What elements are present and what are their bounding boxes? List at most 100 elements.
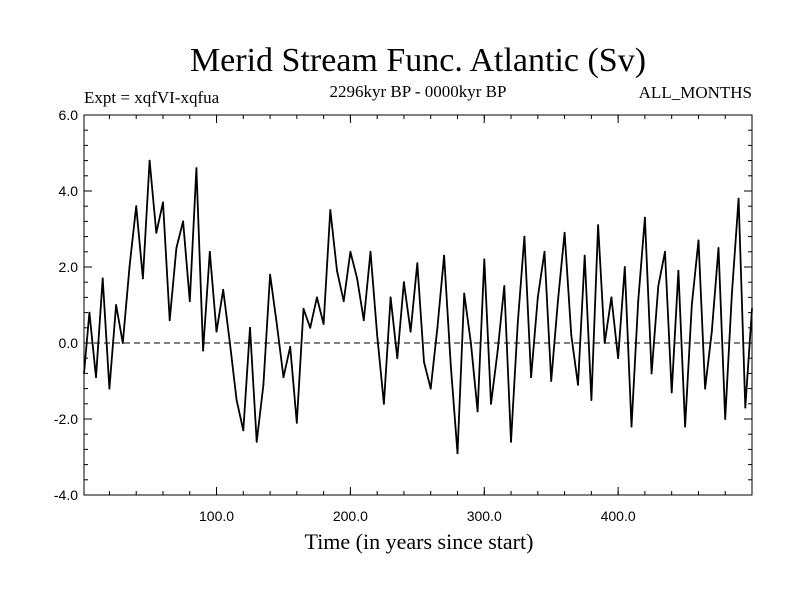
data-point — [650, 372, 653, 375]
data-point — [88, 311, 91, 314]
data-point — [556, 300, 559, 303]
data-point — [222, 288, 225, 291]
data-point — [83, 372, 85, 375]
data-point — [717, 247, 720, 249]
data-point — [657, 285, 660, 287]
data-point — [496, 349, 499, 352]
data-point — [208, 250, 211, 253]
data-point — [262, 383, 265, 386]
y-tick-label: -4.0 — [54, 487, 78, 503]
data-point — [188, 300, 191, 303]
data-point — [148, 159, 151, 162]
data-point — [630, 425, 633, 428]
data-point — [463, 292, 466, 295]
data-point — [309, 326, 312, 329]
data-point — [644, 216, 646, 219]
data-point — [603, 342, 606, 344]
data-point — [101, 277, 104, 280]
data-point — [469, 342, 472, 344]
data-point — [275, 323, 278, 325]
data-point — [128, 266, 131, 268]
x-axis-label: Time (in years since start) — [305, 529, 534, 554]
data-point — [610, 296, 613, 299]
data-point — [95, 376, 97, 379]
data-point — [175, 247, 178, 249]
data-point — [416, 262, 419, 265]
data-point — [295, 421, 298, 424]
data-point — [229, 342, 231, 344]
data-point — [376, 334, 379, 337]
data-point — [449, 364, 452, 367]
data-point — [670, 391, 673, 394]
data-point — [362, 319, 365, 322]
data-point — [168, 319, 171, 322]
data-point — [155, 231, 158, 234]
data-point — [429, 387, 432, 390]
data-point — [590, 399, 593, 401]
data-point — [382, 402, 385, 405]
y-tick-label: 6.0 — [59, 107, 79, 123]
data-point — [135, 205, 138, 208]
data-point — [342, 300, 345, 303]
data-point — [724, 418, 727, 420]
data-point — [731, 292, 733, 295]
data-point — [409, 330, 412, 333]
plot-area: -4.0 -2.0 0.0 2.0 4.0 6.0 100.0 200.0 300.0 400.0 — [54, 107, 753, 524]
data-point — [255, 440, 258, 443]
data-point — [583, 254, 586, 257]
x-tick-label: 300.0 — [467, 508, 502, 524]
data-point — [316, 296, 318, 299]
y-tick-label: 0.0 — [59, 335, 79, 351]
data-point — [664, 250, 666, 253]
data-point — [523, 235, 526, 238]
data-point — [195, 167, 198, 170]
chart-title: Merid Stream Func. Atlantic (Sv) — [190, 42, 646, 79]
data-point — [710, 330, 713, 333]
data-point — [121, 342, 124, 344]
data-point — [536, 296, 539, 299]
x-tick-label: 400.0 — [601, 508, 636, 524]
data-point — [282, 376, 285, 379]
data-point — [389, 296, 392, 299]
data-point — [543, 250, 546, 253]
x-tick-label: 200.0 — [333, 508, 368, 524]
data-point — [490, 402, 492, 405]
data-point — [751, 307, 753, 310]
data-point — [322, 323, 325, 325]
data-point — [182, 220, 184, 223]
data-point — [516, 323, 519, 325]
months-label: ALL_MONTHS — [639, 83, 752, 102]
data-point — [510, 440, 512, 443]
data-point — [677, 269, 680, 272]
data-point — [242, 429, 245, 432]
data-point — [476, 410, 479, 413]
data-point — [396, 357, 399, 360]
data-point — [597, 224, 599, 227]
y-tick-label: 4.0 — [59, 183, 79, 199]
data-point — [215, 330, 218, 333]
data-point — [456, 452, 459, 455]
data-point — [637, 300, 640, 303]
data-point — [302, 307, 305, 310]
data-point — [202, 349, 205, 352]
plot-frame — [83, 114, 753, 496]
data-point — [115, 304, 118, 306]
data-point — [142, 277, 144, 280]
y-tick-label: -2.0 — [54, 411, 78, 427]
data-point — [483, 258, 486, 261]
data-point — [423, 361, 425, 363]
data-point — [349, 250, 352, 253]
data-point — [550, 380, 553, 382]
data-point — [108, 387, 111, 390]
time-range-label: 2296kyr BP - 0000kyr BP — [330, 82, 507, 101]
data-point — [704, 387, 707, 390]
data-point — [684, 425, 686, 428]
data-point — [697, 239, 700, 242]
data-point — [329, 209, 332, 211]
data-point — [336, 269, 338, 272]
data-point — [356, 277, 358, 280]
data-point — [269, 273, 271, 276]
data-point — [563, 231, 566, 234]
data-point — [503, 285, 506, 287]
